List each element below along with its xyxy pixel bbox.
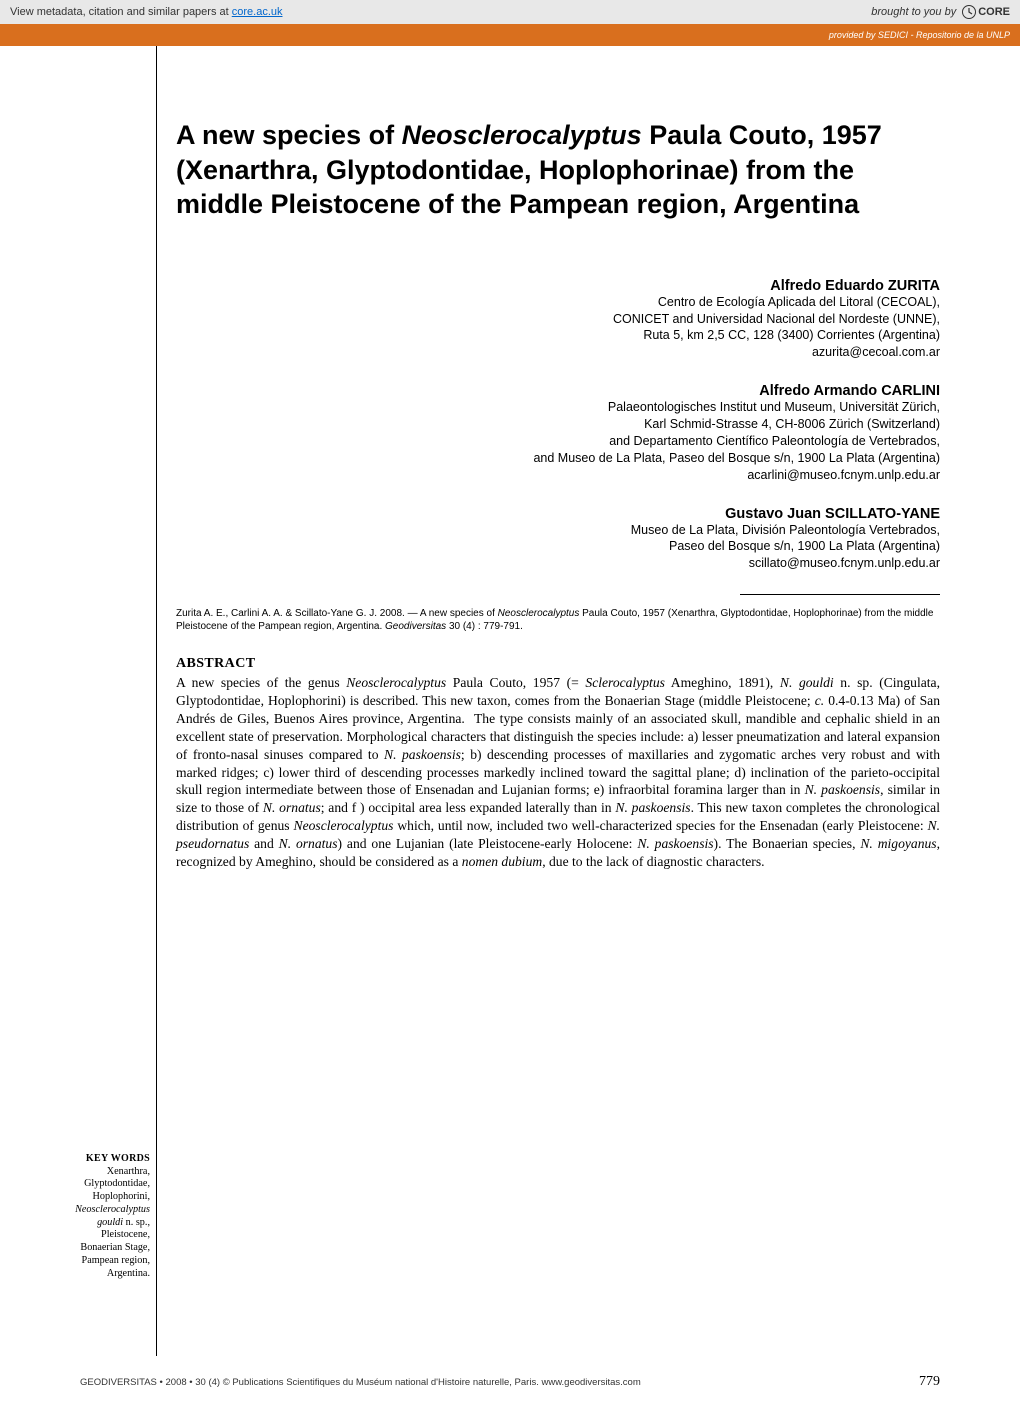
author-affil: Museo de La Plata, División Paleontologí… — [176, 522, 940, 573]
author-block: Gustavo Juan SCILLATO-YANE Museo de La P… — [176, 506, 940, 573]
keywords-heading: KEY WORDS — [58, 1153, 150, 1166]
core-logo[interactable]: CORE — [962, 5, 1010, 19]
core-banner-right: brought to you by CORE — [871, 5, 1010, 19]
author-block: Alfredo Eduardo ZURITA Centro de Ecologí… — [176, 278, 940, 362]
authors-section: Alfredo Eduardo ZURITA Centro de Ecologí… — [176, 278, 940, 595]
main-content: A new species of Neosclerocalyptus Paula… — [0, 118, 1020, 871]
citation-divider — [740, 594, 940, 595]
author-name: Alfredo Eduardo ZURITA — [176, 278, 940, 294]
core-banner-prefix: View metadata, citation and similar pape… — [10, 6, 232, 18]
orange-provider-bar: provided by SEDICI - Repositorio de la U… — [0, 24, 1020, 46]
core-link[interactable]: core.ac.uk — [232, 6, 283, 18]
citation-text: Zurita A. E., Carlini A. A. & Scillato-Y… — [176, 607, 940, 634]
core-logo-text: CORE — [978, 6, 1010, 18]
keywords-block: KEY WORDS Xenarthra,Glyptodontidae,Hoplo… — [58, 1153, 150, 1280]
page-footer: GEODIVERSITAS • 2008 • 30 (4) © Publicat… — [80, 1374, 940, 1390]
core-banner-right-prefix: brought to you by — [871, 6, 956, 18]
footer-left-text: GEODIVERSITAS • 2008 • 30 (4) © Publicat… — [80, 1377, 641, 1388]
author-affil: Centro de Ecología Aplicada del Litoral … — [176, 294, 940, 362]
author-block: Alfredo Armando CARLINI Palaeontologisch… — [176, 383, 940, 483]
author-affil: Palaeontologisches Institut und Museum, … — [176, 399, 940, 483]
vertical-rule — [156, 46, 157, 1356]
author-name: Gustavo Juan SCILLATO-YANE — [176, 506, 940, 522]
core-banner-left: View metadata, citation and similar pape… — [10, 6, 283, 18]
author-name: Alfredo Armando CARLINI — [176, 383, 940, 399]
paper-title: A new species of Neosclerocalyptus Paula… — [176, 118, 940, 222]
core-logo-icon — [962, 5, 976, 19]
keywords-list: Xenarthra,Glyptodontidae,Hoplophorini,Ne… — [58, 1166, 150, 1281]
orange-bar-text: provided by SEDICI - Repositorio de la U… — [829, 30, 1010, 40]
abstract-body: A new species of the genus Neosclerocaly… — [176, 674, 940, 871]
page-number: 779 — [919, 1374, 940, 1390]
abstract-heading: ABSTRACT — [176, 656, 940, 672]
core-banner: View metadata, citation and similar pape… — [0, 0, 1020, 24]
